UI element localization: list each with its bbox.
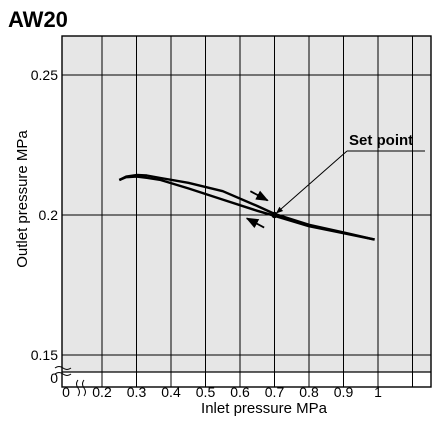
x-tick-label: 0.5	[196, 384, 216, 400]
series-line-2	[118, 175, 375, 241]
y-tick-label-zero: 0	[50, 370, 58, 386]
axis-break-mark-y	[54, 366, 72, 376]
y-tick-label: 0.25	[31, 67, 58, 83]
y-tick-label: 0.15	[31, 347, 58, 363]
x-tick-label: 0.4	[161, 384, 181, 400]
series-line-1	[118, 173, 375, 241]
tick-labels: 0.15 0.2 0.25 00 0.2 0.3 0.4 0.5 0.6 0.7 0.8 0.9 1	[31, 67, 382, 400]
x-axis-label: Inlet pressure MPa	[201, 400, 328, 417]
axis-break-mark-x	[76, 379, 86, 397]
plot-frame	[61, 35, 432, 388]
grid	[62, 36, 431, 387]
x-tick-label: 0.9	[334, 384, 354, 400]
x-tick-label: 0.7	[265, 384, 285, 400]
x-tick-label: 0.3	[127, 384, 147, 400]
x-tick-label-zero: 0	[62, 384, 70, 400]
x-tick-label: 0.2	[92, 384, 112, 400]
x-tick-label: 1	[374, 384, 382, 400]
set-point-label: Set point	[349, 132, 413, 149]
y-tick-label: 0.2	[39, 207, 59, 223]
x-tick-label: 0.6	[230, 384, 250, 400]
plot-area	[61, 35, 432, 388]
series-group	[118, 173, 375, 241]
lower-arrow	[245, 217, 265, 229]
y-axis-label: Outlet pressure MPa	[14, 130, 31, 268]
upper-arrow	[249, 190, 269, 202]
plot-background	[62, 36, 431, 372]
set-point-leader-arrow	[275, 150, 348, 214]
annotations: Set point	[245, 132, 425, 229]
chart-title: AW20	[8, 7, 68, 32]
x-tick-label: 0.8	[299, 384, 319, 400]
